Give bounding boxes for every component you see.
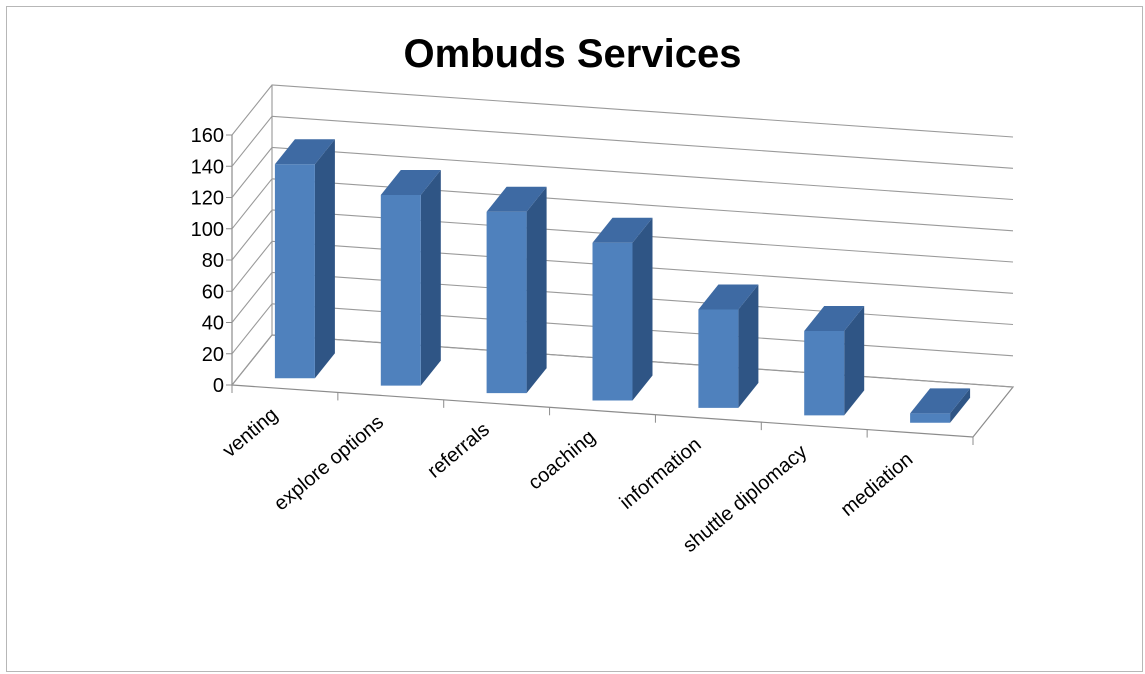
x-tick-label: explore options xyxy=(270,411,388,515)
bar-front xyxy=(592,242,633,401)
y-tick-label: 80 xyxy=(202,250,224,272)
gridline xyxy=(231,84,1014,138)
bar-top xyxy=(698,284,759,310)
y-tick-label: 140 xyxy=(191,156,224,178)
gridline xyxy=(231,240,1014,294)
bar-front xyxy=(274,164,315,379)
bar-side xyxy=(526,186,547,394)
y-tick-label: 100 xyxy=(191,219,224,241)
y-tick-label: 120 xyxy=(191,188,224,210)
y-tick-label: 160 xyxy=(191,125,224,147)
bar-mediation xyxy=(910,388,971,423)
x-tick-label: coaching xyxy=(524,426,599,494)
gridline xyxy=(231,115,1014,169)
chart-title: Ombuds Services xyxy=(403,32,742,76)
bar-shuttle-diplomacy xyxy=(804,306,865,416)
gridline xyxy=(231,303,1014,357)
gridline xyxy=(231,146,1014,201)
y-tick-label: 40 xyxy=(202,313,224,335)
bar-front xyxy=(380,195,421,386)
bar-top xyxy=(804,306,865,331)
gridlines xyxy=(231,84,1014,388)
bar-top xyxy=(274,139,335,165)
bar-side xyxy=(738,284,759,408)
y-tick-label: 20 xyxy=(202,344,224,366)
x-tick-label: information xyxy=(616,433,706,513)
bar-side xyxy=(420,170,441,386)
bar-side xyxy=(632,217,653,401)
bars xyxy=(274,139,971,423)
bar-coaching xyxy=(592,217,653,401)
bar-explore-options xyxy=(380,170,441,386)
chart-frame xyxy=(6,6,1143,672)
bar-venting xyxy=(274,139,335,379)
bar-top xyxy=(380,170,441,195)
bar-top xyxy=(592,217,653,243)
gridline xyxy=(231,178,1014,232)
bar-information xyxy=(698,284,759,408)
bar-top xyxy=(486,186,547,212)
bar-side xyxy=(844,306,865,416)
x-tick-label: referrals xyxy=(423,419,493,483)
y-tick-label: 0 xyxy=(213,375,224,397)
x-tick-label: shuttle diplomacy xyxy=(679,441,812,557)
bar-front xyxy=(486,211,527,394)
y-axis-ticks: 0 20 40 60 80 100 120 140 160 xyxy=(191,125,232,397)
bar-referrals xyxy=(486,186,547,394)
x-tick-label: mediation xyxy=(837,448,918,521)
bar-side xyxy=(950,388,971,423)
gridline xyxy=(231,209,1014,263)
x-tick-label: venting xyxy=(219,404,283,462)
bar-front xyxy=(698,309,739,408)
gridline xyxy=(231,271,1014,326)
y-tick-label: 60 xyxy=(202,281,224,303)
bar-front xyxy=(804,331,845,416)
gridline xyxy=(231,334,1014,388)
bar-front xyxy=(910,413,951,423)
bar-side xyxy=(314,139,335,379)
bar-top xyxy=(910,388,971,414)
